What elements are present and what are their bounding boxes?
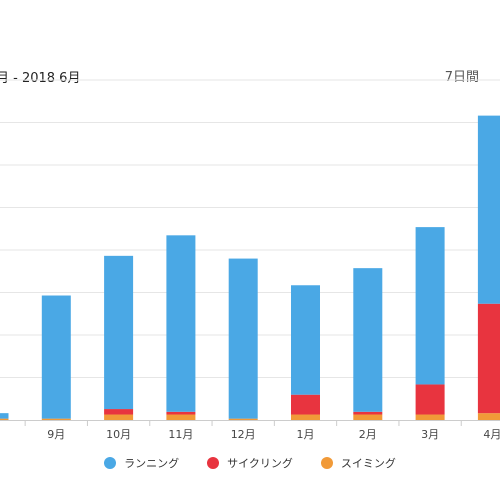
bar-segment[interactable] (353, 414, 383, 420)
bar-segment[interactable] (228, 258, 258, 419)
x-tick-label: 12月 (231, 428, 256, 441)
x-tick-label: 2月 (359, 428, 377, 441)
legend-item-swimming[interactable]: スイミング (320, 455, 396, 471)
bar-segment[interactable] (104, 414, 134, 420)
legend-dot-swimming (320, 457, 333, 469)
bar-segment[interactable] (166, 411, 196, 415)
x-tick-label: 1月 (297, 428, 315, 441)
legend: ランニング サイクリング スイミング (0, 455, 500, 471)
bar-segment[interactable] (353, 411, 383, 415)
legend-item-running[interactable]: ランニング (104, 455, 179, 471)
legend-dot-running (104, 457, 117, 469)
x-tick-label: 10月 (106, 428, 131, 441)
bar-segment[interactable] (291, 285, 320, 395)
bar-segment[interactable] (415, 384, 445, 415)
bar-segment[interactable] (477, 413, 500, 420)
period-selector[interactable]: 7日間 (444, 70, 479, 85)
legend-label-swimming: スイミング (340, 457, 396, 470)
x-axis: 9月 10月 11月 12月 1月 2月 3月 4月 (0, 420, 500, 441)
x-tick-label: 4月 (483, 428, 500, 441)
x-tick-label: 3月 (421, 428, 439, 441)
bar-segment[interactable] (415, 414, 445, 420)
x-tick-label: 11月 (168, 428, 193, 441)
x-tick-label: 9月 (47, 428, 65, 441)
bar-segment[interactable] (0, 418, 9, 420)
legend-label-running: ランニング (124, 457, 180, 470)
legend-item-cycling[interactable]: サイクリング (207, 455, 293, 471)
bars (0, 115, 500, 420)
bar-segment[interactable] (291, 394, 320, 415)
legend-dot-cycling (207, 457, 220, 469)
bar-segment[interactable] (477, 115, 500, 304)
bar-segment[interactable] (104, 255, 134, 410)
bar-segment[interactable] (477, 303, 500, 414)
bar-segment[interactable] (0, 413, 9, 419)
legend-label-cycling: サイクリング (227, 457, 293, 470)
date-range-label: 月 - 2018 6月 (0, 71, 81, 86)
bar-segment[interactable] (166, 235, 196, 412)
bar-segment[interactable] (291, 414, 320, 420)
bar-segment[interactable] (41, 418, 71, 420)
bar-segment[interactable] (104, 409, 134, 415)
bar-segment[interactable] (41, 295, 71, 419)
bar-segment[interactable] (415, 227, 445, 385)
bar-segment[interactable] (166, 414, 196, 420)
bar-segment[interactable] (353, 268, 383, 412)
stacked-bar-chart: 9月 10月 11月 12月 1月 2月 3月 4月 (0, 79, 500, 441)
bar-segment[interactable] (228, 418, 258, 420)
